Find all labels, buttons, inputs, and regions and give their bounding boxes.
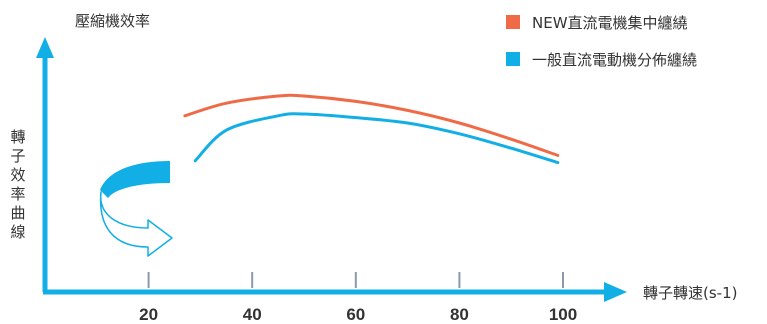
x-tick-label: 100 bbox=[549, 305, 577, 324]
x-tick-label: 40 bbox=[243, 305, 262, 324]
axes bbox=[36, 37, 627, 302]
legend-label-general: 一般直流電動機分佈纏繞 bbox=[532, 51, 697, 69]
series-line-1 bbox=[193, 112, 560, 165]
x-axis-label: 轉子轉速(s-1) bbox=[643, 284, 737, 302]
x-axis-arrowhead bbox=[604, 282, 627, 302]
x-tick-label: 20 bbox=[139, 305, 158, 324]
x-tick-label: 60 bbox=[346, 305, 365, 324]
series-line-0 bbox=[183, 93, 560, 157]
legend: NEW直流電機集中纏繞 一般直流電動機分佈纏繞 bbox=[506, 14, 697, 69]
x-ticks: 20 40 60 80 100 bbox=[139, 272, 577, 324]
top-label: 壓縮機效率 bbox=[75, 12, 150, 30]
legend-swatch-general bbox=[506, 52, 520, 66]
legend-swatch-new bbox=[506, 15, 520, 29]
x-tick-label: 80 bbox=[450, 305, 469, 324]
y-axis-label: 轉子效率曲線 bbox=[10, 128, 25, 241]
y-axis-arrowhead bbox=[36, 37, 54, 58]
curved-arrow-solid bbox=[100, 161, 170, 198]
legend-label-new: NEW直流電機集中纏繞 bbox=[532, 14, 688, 32]
series-layer bbox=[183, 93, 560, 165]
curved-arrow-outline bbox=[99, 191, 173, 257]
arrow-decoration bbox=[99, 161, 173, 257]
